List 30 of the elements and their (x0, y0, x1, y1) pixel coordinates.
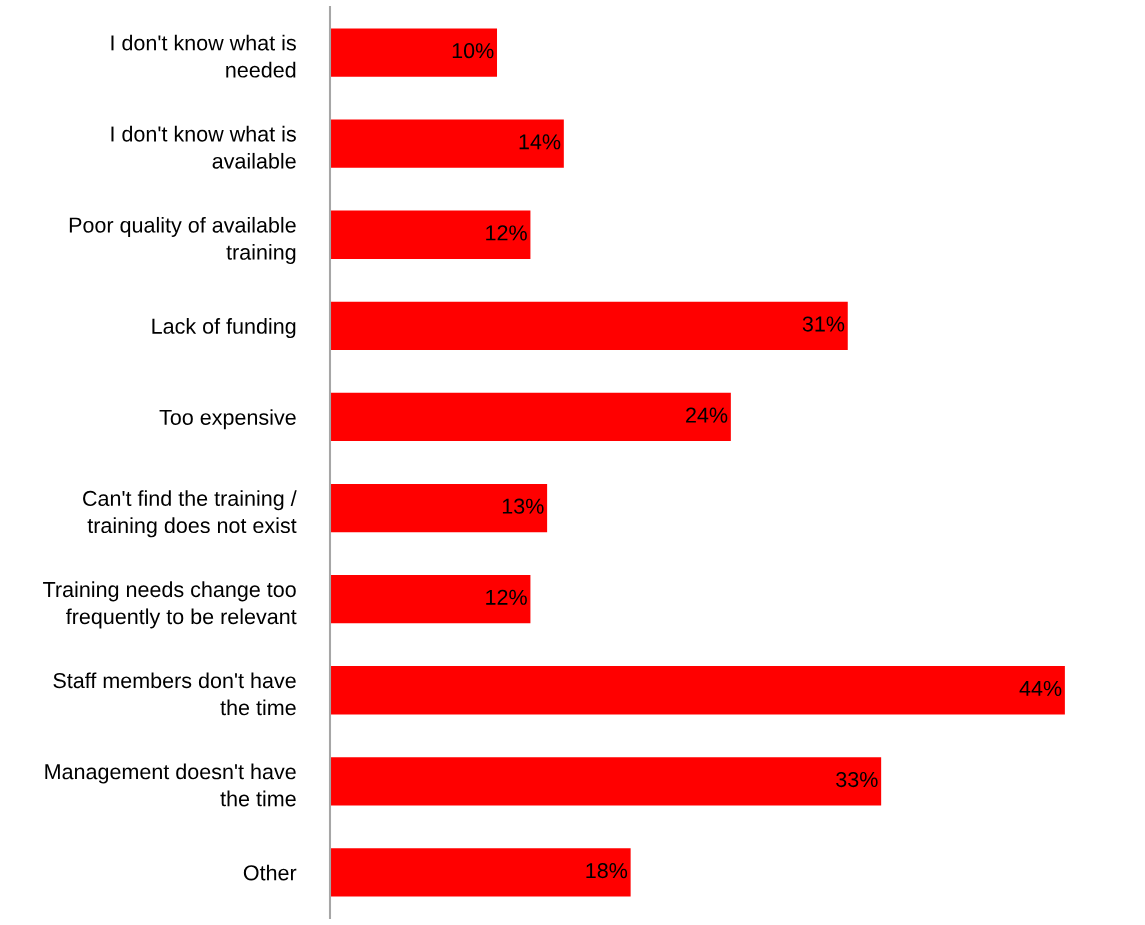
data-label: 12% (486, 225, 527, 241)
data-label: 10% (452, 43, 494, 59)
data-label: 13% (502, 498, 544, 514)
bar (330, 119, 564, 168)
bar (330, 392, 731, 442)
bar (330, 210, 531, 259)
y-tick-label: I don't know what is needed (111, 34, 296, 78)
bar (330, 483, 548, 533)
bar (330, 301, 848, 350)
y-tick-label: Can't find the training / training does not exist (83, 490, 297, 538)
y-tick-label: Too expensive (159, 409, 296, 430)
y-tick-label: Other (243, 864, 297, 881)
data-label: 44% (1019, 680, 1062, 696)
data-label: 24% (686, 407, 728, 423)
data-label: 18% (586, 862, 628, 879)
bar (330, 757, 882, 806)
data-label: 14% (519, 134, 561, 150)
bar (330, 848, 631, 897)
y-tick-label: Training needs change too frequently to be relevant (43, 581, 297, 629)
data-label: 12% (486, 589, 527, 605)
data-label: 31% (802, 316, 845, 332)
y-tick-label: Lack of funding (152, 318, 296, 339)
bar (330, 666, 1065, 715)
bar (330, 28, 498, 77)
bar (330, 575, 531, 624)
data-label: 33% (836, 771, 878, 788)
y-tick-label: I don't know what is available (111, 125, 296, 169)
y-tick-label: Staff members don't have the time (53, 672, 296, 716)
y-tick-label: Poor quality of available training (69, 216, 296, 265)
y-tick-label: Management doesn't have the time (45, 763, 296, 807)
